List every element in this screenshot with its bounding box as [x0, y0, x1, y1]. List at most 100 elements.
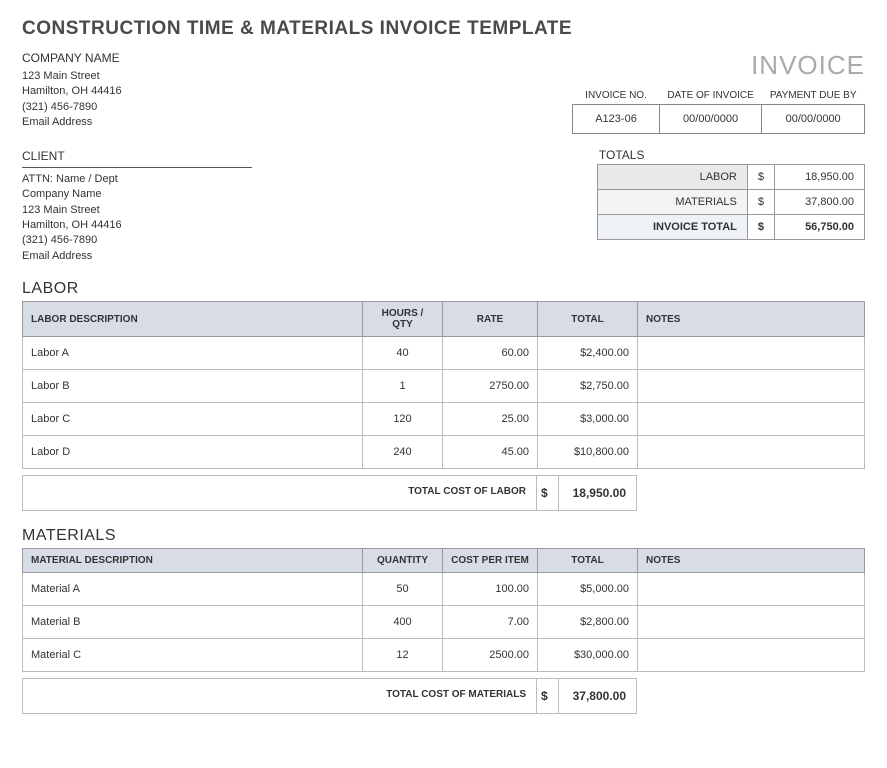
company-block: COMPANY NAME 123 Main Street Hamilton, O… — [22, 50, 122, 134]
materials-header-rate: COST PER ITEM — [443, 549, 538, 573]
materials-cell-total: $2,800.00 — [538, 606, 638, 639]
materials-subtotal-label: TOTAL COST OF MATERIALS — [22, 678, 537, 714]
labor-header-desc: LABOR DESCRIPTION — [23, 302, 363, 337]
labor-cell-notes — [638, 403, 865, 436]
materials-header-total: TOTAL — [538, 549, 638, 573]
labor-cell-desc: Labor C — [23, 403, 363, 436]
materials-header-desc: MATERIAL DESCRIPTION — [23, 549, 363, 573]
company-citystate: Hamilton, OH 44416 — [22, 84, 122, 99]
materials-section-title: MATERIALS — [22, 527, 865, 545]
materials-cell-desc: Material B — [23, 606, 363, 639]
company-phone: (321) 456-7890 — [22, 100, 122, 115]
materials-cell-rate: 7.00 — [443, 606, 538, 639]
table-row: Labor D24045.00$10,800.00 — [23, 436, 865, 469]
labor-cell-rate: 45.00 — [443, 436, 538, 469]
labor-cell-desc: Labor B — [23, 370, 363, 403]
materials-header-qty: QUANTITY — [363, 549, 443, 573]
labor-subtotal-row: TOTAL COST OF LABOR $ 18,950.00 — [22, 475, 865, 511]
materials-cell-rate: 2500.00 — [443, 639, 538, 672]
meta-value-due: 00/00/0000 — [762, 105, 865, 134]
meta-header-no: INVOICE NO. — [573, 87, 660, 105]
invoice-meta-table: INVOICE NO. DATE OF INVOICE PAYMENT DUE … — [572, 87, 865, 134]
client-email: Email Address — [22, 249, 252, 264]
labor-cell-notes — [638, 436, 865, 469]
labor-cell-rate: 2750.00 — [443, 370, 538, 403]
page-title: CONSTRUCTION TIME & MATERIALS INVOICE TE… — [22, 18, 865, 40]
materials-cell-notes — [638, 573, 865, 606]
table-row: Labor B12750.00$2,750.00 — [23, 370, 865, 403]
client-street: 123 Main Street — [22, 203, 252, 218]
meta-value-date: 00/00/0000 — [659, 105, 762, 134]
labor-header-rate: RATE — [443, 302, 538, 337]
labor-cell-rate: 60.00 — [443, 337, 538, 370]
materials-header-notes: NOTES — [638, 549, 865, 573]
totals-label: TOTALS — [599, 148, 865, 162]
table-row: Labor A4060.00$2,400.00 — [23, 337, 865, 370]
materials-subtotal-value: 37,800.00 — [559, 678, 637, 714]
labor-cell-total: $10,800.00 — [538, 436, 638, 469]
materials-cell-qty: 12 — [363, 639, 443, 672]
labor-cell-qty: 240 — [363, 436, 443, 469]
labor-cell-desc: Labor D — [23, 436, 363, 469]
totals-labor-value: 18,950.00 — [775, 165, 865, 190]
labor-section-title: LABOR — [22, 280, 865, 298]
meta-header-due: PAYMENT DUE BY — [762, 87, 865, 105]
table-row: Labor C12025.00$3,000.00 — [23, 403, 865, 436]
materials-cell-total: $5,000.00 — [538, 573, 638, 606]
table-row: Material B4007.00$2,800.00 — [23, 606, 865, 639]
materials-table: MATERIAL DESCRIPTION QUANTITY COST PER I… — [22, 548, 865, 672]
labor-cell-qty: 40 — [363, 337, 443, 370]
labor-subtotal-label: TOTAL COST OF LABOR — [22, 475, 537, 511]
materials-subtotal-row: TOTAL COST OF MATERIALS $ 37,800.00 — [22, 678, 865, 714]
materials-cell-notes — [638, 606, 865, 639]
materials-subtotal-currency: $ — [537, 678, 559, 714]
labor-cell-notes — [638, 337, 865, 370]
table-row: Material C122500.00$30,000.00 — [23, 639, 865, 672]
materials-cell-qty: 400 — [363, 606, 443, 639]
labor-cell-total: $2,400.00 — [538, 337, 638, 370]
totals-block: TOTALS LABOR $ 18,950.00 MATERIALS $ 37,… — [597, 148, 865, 240]
totals-labor-label: LABOR — [597, 165, 747, 190]
totals-grand-value: 56,750.00 — [775, 215, 865, 240]
labor-cell-total: $3,000.00 — [538, 403, 638, 436]
labor-header-total: TOTAL — [538, 302, 638, 337]
company-email: Email Address — [22, 115, 122, 130]
labor-header-qty: HOURS / QTY — [363, 302, 443, 337]
labor-cell-rate: 25.00 — [443, 403, 538, 436]
client-phone: (321) 456-7890 — [22, 233, 252, 248]
materials-cell-rate: 100.00 — [443, 573, 538, 606]
totals-grand-label: INVOICE TOTAL — [597, 215, 747, 240]
company-street: 123 Main Street — [22, 69, 122, 84]
meta-value-no: A123-06 — [573, 105, 660, 134]
materials-cell-desc: Material A — [23, 573, 363, 606]
labor-cell-notes — [638, 370, 865, 403]
totals-materials-currency: $ — [747, 190, 774, 215]
company-name: COMPANY NAME — [22, 50, 122, 67]
labor-cell-total: $2,750.00 — [538, 370, 638, 403]
totals-materials-label: MATERIALS — [597, 190, 747, 215]
labor-header-notes: NOTES — [638, 302, 865, 337]
materials-cell-qty: 50 — [363, 573, 443, 606]
client-attn: ATTN: Name / Dept — [22, 172, 252, 187]
totals-table: LABOR $ 18,950.00 MATERIALS $ 37,800.00 … — [597, 164, 865, 240]
table-row: Material A50100.00$5,000.00 — [23, 573, 865, 606]
labor-subtotal-value: 18,950.00 — [559, 475, 637, 511]
client-citystate: Hamilton, OH 44416 — [22, 218, 252, 233]
client-company: Company Name — [22, 187, 252, 202]
invoice-heading: INVOICE — [572, 50, 865, 81]
labor-subtotal-currency: $ — [537, 475, 559, 511]
client-label: CLIENT — [22, 148, 252, 165]
labor-cell-qty: 1 — [363, 370, 443, 403]
labor-cell-desc: Labor A — [23, 337, 363, 370]
client-block: CLIENT ATTN: Name / Dept Company Name 12… — [22, 148, 252, 264]
totals-materials-value: 37,800.00 — [775, 190, 865, 215]
materials-cell-notes — [638, 639, 865, 672]
materials-cell-desc: Material C — [23, 639, 363, 672]
materials-cell-total: $30,000.00 — [538, 639, 638, 672]
labor-cell-qty: 120 — [363, 403, 443, 436]
labor-table: LABOR DESCRIPTION HOURS / QTY RATE TOTAL… — [22, 301, 865, 469]
totals-grand-currency: $ — [747, 215, 774, 240]
meta-header-date: DATE OF INVOICE — [659, 87, 762, 105]
totals-labor-currency: $ — [747, 165, 774, 190]
client-underline — [22, 167, 252, 168]
